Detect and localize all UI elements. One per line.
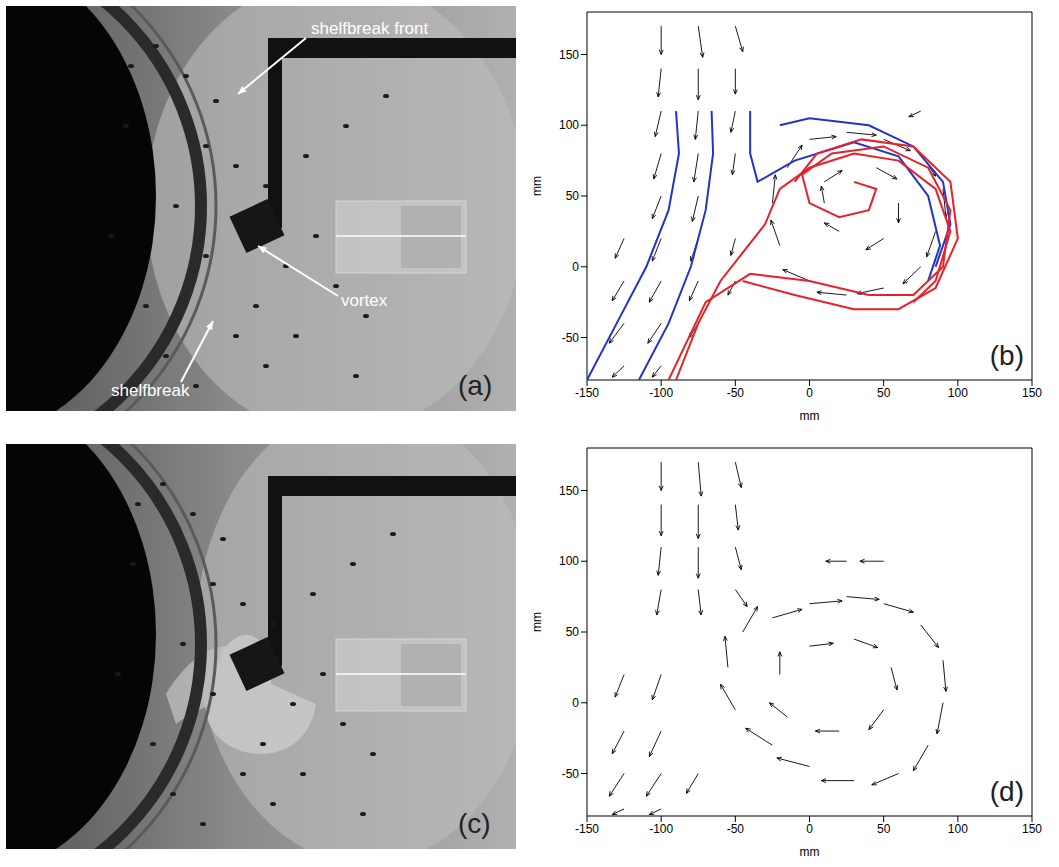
svg-text:-150: -150: [575, 822, 599, 836]
svg-text:-50: -50: [562, 331, 580, 345]
svg-text:mm: mm: [530, 612, 544, 632]
svg-text:-100: -100: [649, 386, 673, 400]
svg-text:0: 0: [806, 386, 813, 400]
svg-text:mm: mm: [800, 845, 820, 859]
svg-text:150: 150: [559, 484, 579, 498]
html-text:(d): (d): [989, 776, 1024, 807]
svg-text:0: 0: [572, 696, 579, 710]
svg-text:-150: -150: [575, 386, 599, 400]
svg-text:shelfbreak: shelfbreak: [111, 381, 190, 400]
svg-text:mm: mm: [530, 176, 544, 196]
svg-text:-100: -100: [649, 822, 673, 836]
svg-text:100: 100: [948, 822, 968, 836]
svg-text:(c): (c): [458, 808, 491, 839]
svg-text:vortex: vortex: [341, 291, 388, 310]
svg-text:100: 100: [948, 386, 968, 400]
svg-text:-50: -50: [562, 767, 580, 781]
svg-text:mm: mm: [800, 409, 820, 423]
svg-text:150: 150: [1022, 822, 1042, 836]
html-text:(b): (b): [989, 340, 1024, 371]
svg-text:150: 150: [1022, 386, 1042, 400]
svg-text:shelfbreak front: shelfbreak front: [311, 19, 428, 38]
svg-text:-50: -50: [727, 822, 745, 836]
svg-text:100: 100: [559, 554, 579, 568]
svg-text:100: 100: [559, 118, 579, 132]
svg-text:50: 50: [566, 625, 580, 639]
svg-text:0: 0: [572, 260, 579, 274]
svg-text:50: 50: [566, 189, 580, 203]
svg-text:0: 0: [806, 822, 813, 836]
svg-text:150: 150: [559, 48, 579, 62]
svg-text:-50: -50: [727, 386, 745, 400]
svg-text:(a): (a): [458, 370, 492, 401]
svg-text:50: 50: [877, 822, 891, 836]
svg-text:50: 50: [877, 386, 891, 400]
